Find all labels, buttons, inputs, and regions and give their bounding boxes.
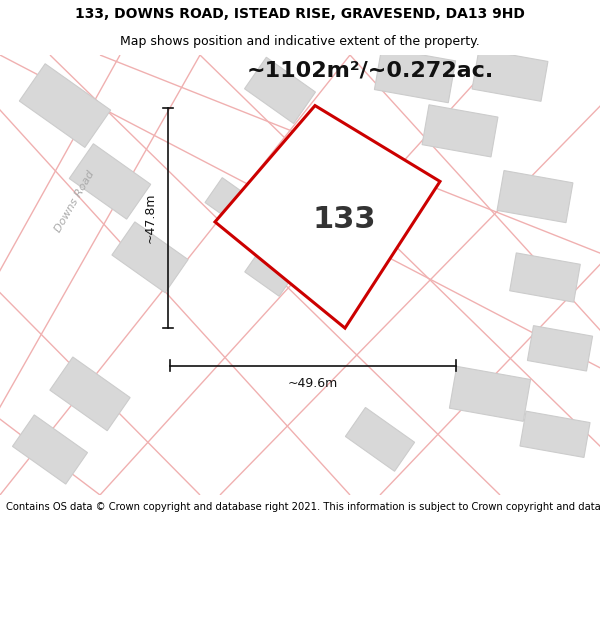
Polygon shape: [19, 64, 110, 148]
Polygon shape: [509, 253, 580, 302]
Text: Downs Road: Downs Road: [53, 169, 97, 234]
Text: 133, DOWNS ROAD, ISTEAD RISE, GRAVESEND, DA13 9HD: 133, DOWNS ROAD, ISTEAD RISE, GRAVESEND,…: [75, 7, 525, 21]
Polygon shape: [520, 411, 590, 458]
Polygon shape: [50, 357, 130, 431]
Polygon shape: [69, 144, 151, 219]
Text: 133: 133: [312, 205, 376, 234]
Polygon shape: [346, 408, 415, 471]
Polygon shape: [422, 105, 498, 157]
Polygon shape: [449, 366, 530, 421]
Polygon shape: [472, 49, 548, 101]
Polygon shape: [13, 415, 88, 484]
Text: ~49.6m: ~49.6m: [288, 378, 338, 390]
Text: Contains OS data © Crown copyright and database right 2021. This information is : Contains OS data © Crown copyright and d…: [6, 501, 600, 511]
Polygon shape: [245, 249, 295, 296]
Polygon shape: [205, 177, 255, 226]
Text: ~1102m²/~0.272ac.: ~1102m²/~0.272ac.: [247, 60, 494, 80]
Polygon shape: [527, 326, 593, 371]
Polygon shape: [374, 48, 455, 102]
Text: ~47.8m: ~47.8m: [143, 192, 157, 243]
Polygon shape: [112, 222, 188, 292]
Text: Map shows position and indicative extent of the property.: Map shows position and indicative extent…: [120, 35, 480, 48]
Polygon shape: [215, 106, 440, 328]
Polygon shape: [497, 171, 573, 222]
Polygon shape: [245, 58, 316, 124]
